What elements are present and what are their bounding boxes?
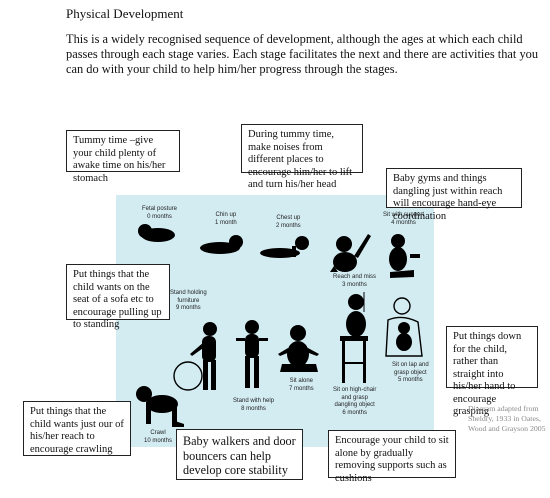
stage-label-stand-holding-furniture: Stand holding furniture 9 months (170, 290, 207, 311)
stage-label-fetal-posture: Fetal posture 0 months (142, 206, 178, 220)
crawl-figure (136, 386, 184, 427)
chest-up-figure (260, 236, 309, 258)
stage-label-chest-up: Chest up 2 months (276, 215, 301, 229)
diagram-credit: Diagram adapted from Sheldry, 1933 in Oa… (468, 404, 546, 433)
tip-baby-gyms: Baby gyms and things dangling just withi… (386, 168, 522, 222)
sit-alone-figure (278, 325, 319, 372)
stage-label-reach-and-miss: Reach and miss 3 months (333, 274, 377, 288)
stage-label-sit-on-lap: Sit on lap and grasp object 5 months (392, 362, 429, 383)
tip-tummy-time: Tummy time –give your child plenty of aw… (66, 130, 180, 184)
tip-put-down: Put things down for the child, rather th… (446, 326, 538, 417)
page-title: Physical Development (66, 6, 184, 21)
fetal-posture-figure (138, 224, 175, 242)
tip-sit-alone: Encourage your child to sit alone by gra… (328, 430, 456, 484)
stage-label-sit-with-support: Sit with support4 months (383, 212, 424, 226)
stage-label-crawl: Crawl 10 months (144, 430, 173, 444)
stand-holding-furniture-figure (173, 322, 217, 391)
stage-label-chin-up: Chin up 1 month (215, 212, 237, 226)
stage-label-stand-with-help: Stand with help 8 months (233, 398, 275, 412)
tip-walkers: Baby walkers and door bouncers can help … (176, 429, 303, 480)
sit-with-support-figure (389, 234, 420, 278)
reach-and-miss-figure (330, 234, 371, 272)
sit-on-lap-figure (385, 297, 423, 357)
stage-label-sit-alone: Sit alone 7 months (289, 378, 314, 392)
intro-paragraph: This is a widely recognised sequence of … (66, 32, 539, 76)
sit-on-high-chair-figure (340, 292, 368, 383)
tip-sofa: Put things that the child wants on the s… (66, 264, 170, 330)
stage-label-sit-on-high-chair: Sit on high-chair and grasp dangling objec… (333, 387, 377, 416)
tip-noises: During tummy time, make noises from diff… (241, 124, 363, 190)
chin-up-figure (200, 235, 243, 254)
tip-crawling: Put things that the child wants just our… (23, 401, 131, 456)
stand-with-help-figure (236, 320, 268, 388)
